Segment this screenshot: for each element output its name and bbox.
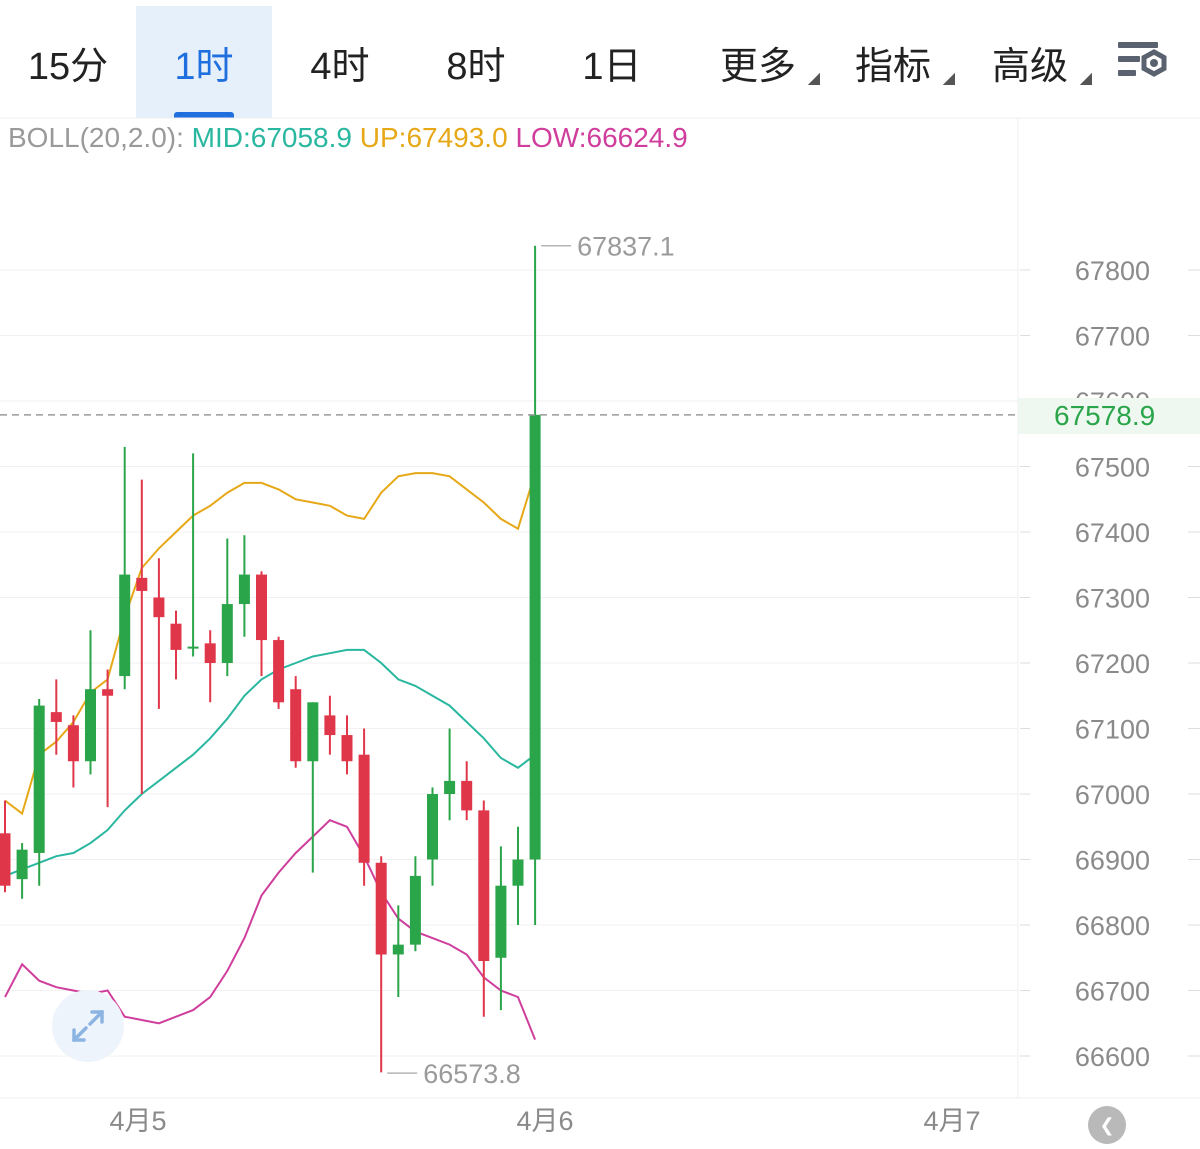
candle-down <box>136 577 148 591</box>
boll-label: BOLL(20,2.0): <box>8 122 184 153</box>
expand-arrows-icon <box>72 1010 104 1042</box>
candle-up <box>33 705 45 853</box>
dropdown-caret-icon: ◢ <box>942 70 955 87</box>
tab-label: 4时 <box>310 45 370 88</box>
candle-up <box>307 702 319 762</box>
expand-chart-button[interactable] <box>52 990 124 1062</box>
active-tab-underline <box>174 112 234 118</box>
tab-label: 更多 <box>719 45 796 88</box>
price-axis-label: 66700 <box>1075 977 1150 1007</box>
boll-middle-line <box>4 648 536 877</box>
chart-settings-icon[interactable] <box>1112 38 1172 88</box>
boll-upper-line <box>4 472 537 816</box>
dropdown-caret-icon: ◢ <box>1079 70 1092 87</box>
price-axis-label: 67300 <box>1075 584 1150 614</box>
price-axis-label: 66800 <box>1075 911 1150 941</box>
time-axis-label: 4月5 <box>109 1106 166 1136</box>
candle-down <box>170 623 182 650</box>
price-axis-label: 66900 <box>1075 846 1150 876</box>
boll-low-value: LOW:66624.9 <box>515 122 688 153</box>
candle-down <box>290 689 302 762</box>
scroll-to-latest-button[interactable]: ❮ <box>1088 1106 1126 1144</box>
current-price-tag: 67578.9 <box>1018 398 1200 434</box>
candle-down <box>341 735 353 762</box>
boll-indicator-legend: BOLL(20,2.0): MID:67058.9 UP:67493.0 LOW… <box>8 118 688 158</box>
candle-down <box>102 689 114 696</box>
candle-up <box>119 574 131 677</box>
price-axis-label: 67500 <box>1075 453 1150 483</box>
price-axis-label: 67000 <box>1075 780 1150 810</box>
candle-up <box>409 875 421 945</box>
current-price-label: 67578.9 <box>1054 400 1156 431</box>
candle-down <box>153 597 165 618</box>
low-price-label: 66573.8 <box>423 1059 521 1089</box>
candle-down <box>358 754 370 863</box>
candle-up <box>238 574 250 605</box>
tab-1[interactable]: 1时 <box>136 6 272 118</box>
price-axis-label: 67700 <box>1075 322 1150 352</box>
candle-down <box>273 640 285 703</box>
high-price-label: 67837.1 <box>577 232 675 262</box>
candle-up <box>427 794 438 860</box>
candle-down <box>67 725 79 762</box>
price-axis-label: 67800 <box>1075 256 1150 286</box>
tab-label: 指标 <box>854 45 931 88</box>
boll-mid-value: MID:67058.9 <box>191 122 352 153</box>
tab-4[interactable]: 1日 <box>544 6 680 118</box>
candle-down <box>375 862 387 955</box>
tab-7[interactable]: 高级 ◢ <box>962 6 1098 118</box>
candle-down <box>204 643 216 663</box>
scroll-to-latest-icon: ❮ <box>1099 1115 1115 1135</box>
candle-down <box>324 715 336 736</box>
time-axis-label: 4月6 <box>516 1106 573 1136</box>
time-axis-label: 4月7 <box>923 1106 980 1136</box>
candle-up <box>392 944 404 955</box>
candle-down <box>50 712 62 722</box>
price-axis-label: 67100 <box>1075 715 1150 745</box>
tab-label: 15分 <box>27 45 109 88</box>
candle-up <box>529 414 541 860</box>
candle-up <box>495 885 507 958</box>
price-axis-label: 66600 <box>1075 1042 1150 1072</box>
candle-up <box>16 849 28 880</box>
tab-0[interactable]: 15分 <box>0 6 136 118</box>
tab-label: 1日 <box>582 45 642 88</box>
candle-up <box>512 859 524 886</box>
candle-up <box>221 604 233 663</box>
candle-down <box>478 810 490 962</box>
tab-label: 高级 <box>991 45 1068 88</box>
boll-up-value: UP:67493.0 <box>359 122 508 153</box>
candle-down <box>256 574 267 641</box>
tab-5[interactable]: 更多 ◢ <box>690 6 826 118</box>
tab-6[interactable]: 指标 ◢ <box>825 6 961 118</box>
candle-up <box>444 780 456 794</box>
candle-up <box>85 689 96 762</box>
tab-2[interactable]: 4时 <box>272 6 408 118</box>
price-axis-label: 67400 <box>1075 518 1150 548</box>
candle-down <box>461 780 473 811</box>
tab-3[interactable]: 8时 <box>408 6 544 118</box>
dropdown-caret-icon: ◢ <box>807 70 820 87</box>
candle-up <box>187 646 199 649</box>
tab-label: 1时 <box>174 45 234 88</box>
price-axis-label: 67200 <box>1075 649 1150 679</box>
candle-down <box>0 833 11 886</box>
tab-label: 8时 <box>446 45 506 88</box>
